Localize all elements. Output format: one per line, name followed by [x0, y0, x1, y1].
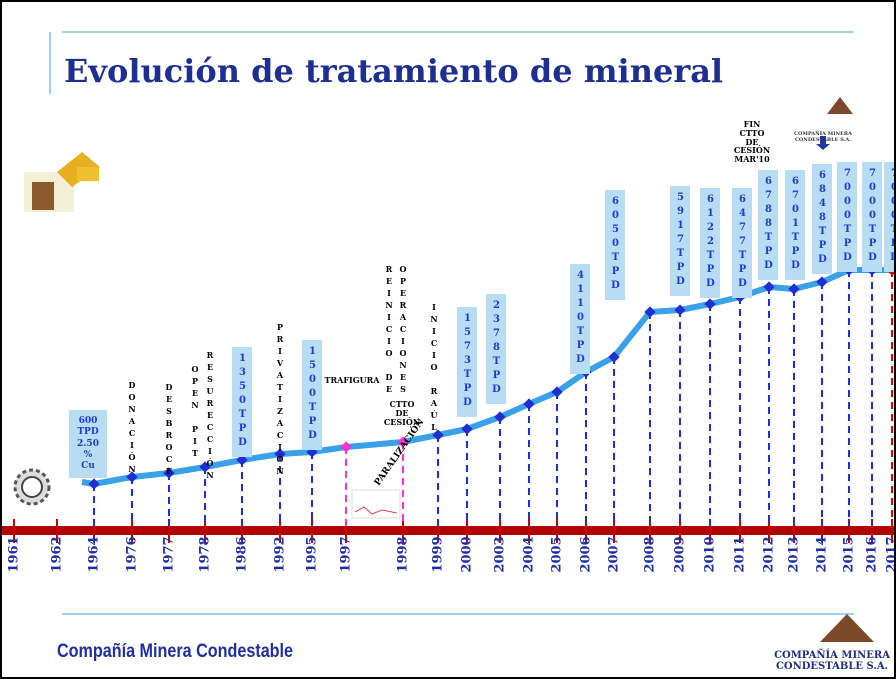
year-label: 2016	[865, 535, 880, 575]
event-label: 2378TPD	[486, 294, 506, 404]
logo-line: CONDESTABLE S.A.	[794, 138, 852, 144]
event-line: 2.50	[73, 439, 103, 450]
event-label: PRIVATIZACIÓN	[276, 322, 284, 478]
year-label: 1978	[198, 535, 213, 575]
timeline-drawing	[2, 2, 894, 677]
slide: Evolución de tratamiento de mineral Comp…	[0, 0, 896, 679]
event-label: OPEN PIT	[191, 364, 199, 460]
event-label: 6050TPD	[605, 190, 625, 300]
year-label: 2007	[607, 535, 622, 575]
event-label: 7000TPD	[884, 162, 896, 272]
event-label: TRAFIGURA	[325, 376, 380, 385]
gear-logo	[15, 470, 49, 504]
event-label: 6701TPD	[785, 170, 805, 280]
event-label: 1573TPD	[457, 307, 477, 417]
year-label: 2009	[673, 535, 688, 575]
diamond	[88, 478, 99, 489]
event-label: RESURECCIÓN	[206, 350, 214, 482]
event-label: INICIO RAÚL	[430, 302, 438, 434]
year-label: 2004	[522, 535, 537, 575]
event-label: DONACIÓN	[128, 380, 136, 476]
event-line: %	[73, 450, 103, 461]
event-label: 7000TPD	[862, 162, 882, 272]
truck-icon	[24, 152, 100, 212]
event-label: REINICIO DE	[385, 264, 393, 396]
year-label: 1976	[125, 535, 140, 575]
year-label: 1992	[273, 535, 288, 575]
event-label: 4110TPD	[570, 264, 590, 374]
year-label: 2013	[787, 535, 802, 575]
year-label: 2014	[815, 535, 830, 575]
year-label: 2015	[842, 535, 857, 575]
year-label: 1995	[305, 535, 320, 575]
small-logo-mountain	[827, 97, 853, 114]
event-label: 1350TPD	[232, 347, 252, 457]
logo-mountain	[820, 614, 874, 642]
year-label: 2017	[885, 535, 896, 575]
year-label: 2011	[733, 535, 748, 575]
year-label: 1961	[7, 535, 22, 575]
year-label: 1962	[50, 535, 65, 575]
year-label: 1964	[87, 535, 102, 575]
diamond	[674, 304, 685, 315]
year-label: 2000	[460, 535, 475, 575]
year-label: 2010	[703, 535, 718, 575]
event-label: 6848TPD	[812, 164, 832, 274]
event-line: MAR'10	[734, 155, 770, 164]
year-label: 1997	[339, 535, 354, 575]
event-line: 600	[73, 416, 103, 427]
year-label: 1986	[235, 535, 250, 575]
event-label: 7000TPD	[837, 162, 857, 272]
logo-line: CONDESTABLE S.A.	[774, 662, 890, 673]
year-label: 1977	[162, 535, 177, 575]
diamond	[340, 441, 351, 452]
paralizacion-inset	[352, 490, 400, 518]
event-label: 1500TPD	[302, 340, 322, 450]
title: Evolución de tratamiento de mineral	[64, 52, 723, 90]
logo-line: COMPAÑÍA MINERA	[774, 651, 890, 662]
year-label: 2006	[579, 535, 594, 575]
year-label: 2008	[643, 535, 658, 575]
event-line: Cu	[73, 461, 103, 472]
event-line: TPD	[73, 427, 103, 438]
event-label: DESBROCE	[165, 382, 173, 478]
event-label: 6122TPD	[700, 188, 720, 298]
year-label: 2005	[550, 535, 565, 575]
event-label: OPERACIONES	[399, 264, 407, 396]
event-label: 5917TPD	[670, 186, 690, 296]
event-label: 6788TPD	[758, 170, 778, 280]
year-label: 2012	[762, 535, 777, 575]
year-label: 1998	[396, 535, 411, 575]
footer-company: Compañía Minera Condestable	[57, 641, 293, 663]
year-label: 2003	[493, 535, 508, 575]
event-label: 6477TPD	[732, 188, 752, 298]
year-label: 1999	[431, 535, 446, 575]
